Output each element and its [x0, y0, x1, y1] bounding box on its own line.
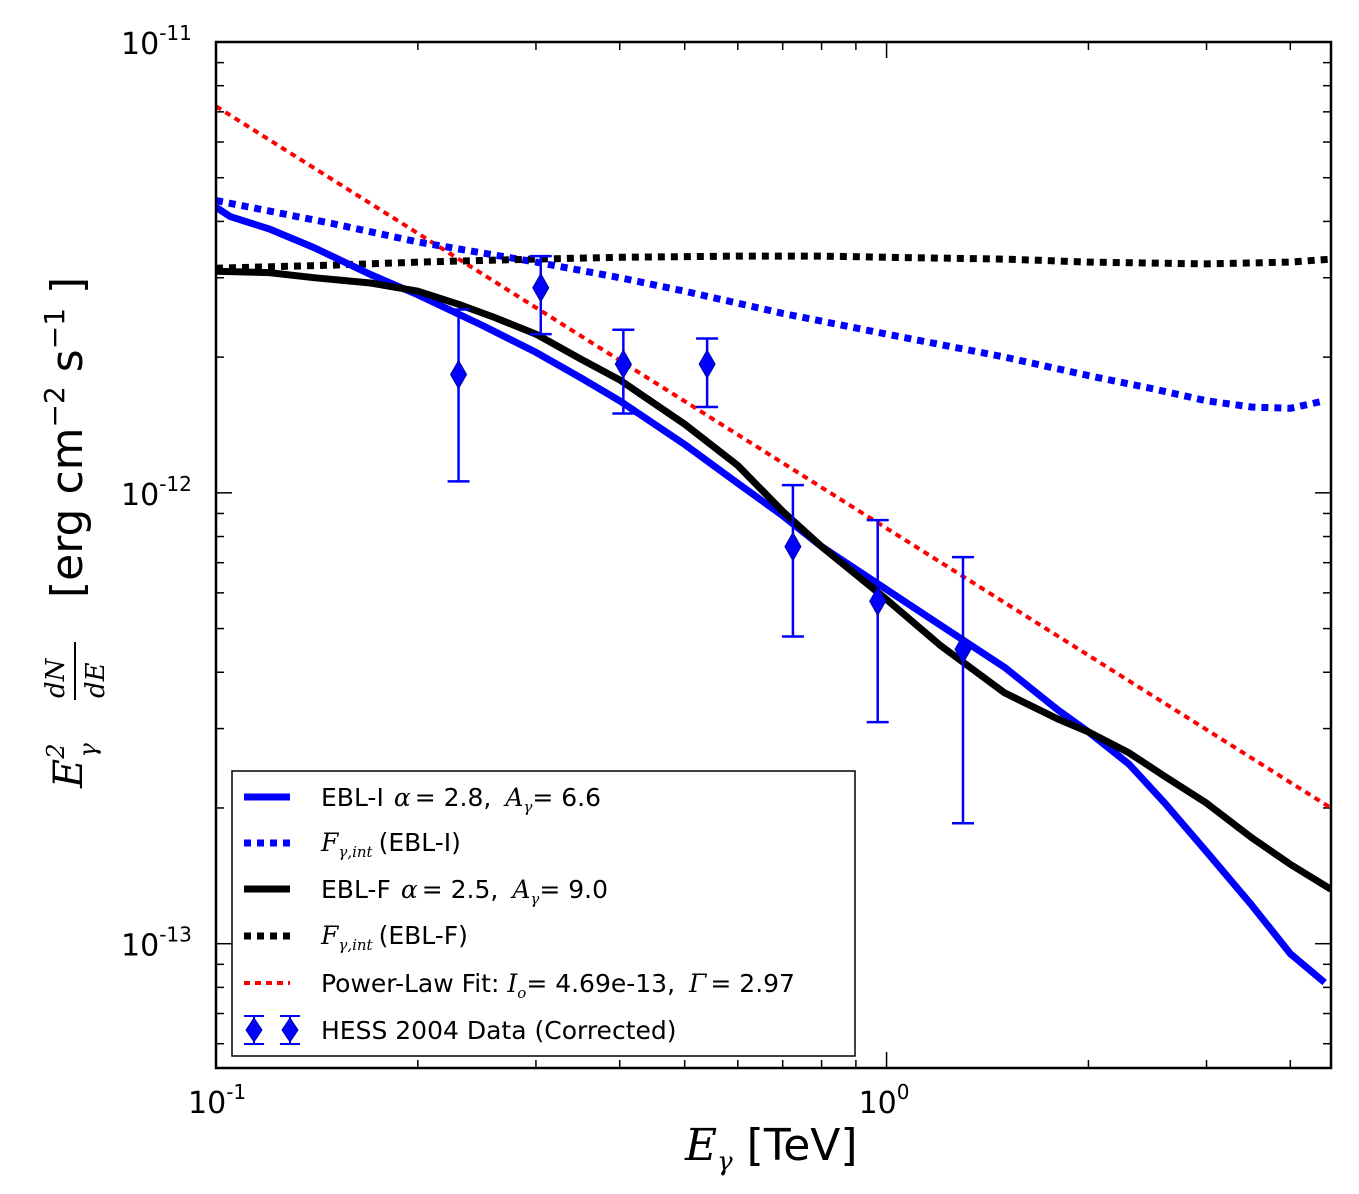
data-points-layer — [447, 254, 974, 825]
svg-text:Fγ,int(EBL-F): Fγ,int (EBL-F) — [320, 921, 468, 954]
legend-item-f-ebl-i: Fγ,int (EBL-I) — [244, 828, 461, 861]
svg-text:dE: dE — [81, 662, 111, 698]
legend-swatch-marker-2 — [280, 1015, 300, 1045]
data-point — [612, 328, 635, 415]
legend: EBL-I α = 2.8, Aγ= 6.6 Fγ,int (EBL-I) EBL-F α… — [231, 770, 856, 1057]
svg-text:E2γ: E2 γ — [42, 743, 102, 789]
y-tick-label: 10-13 — [121, 923, 192, 964]
diamond-marker — [869, 586, 887, 617]
x-tick-labels: 10-1 100 — [188, 1080, 909, 1121]
series-line-ebl-f — [216, 267, 1331, 893]
series-line-f-gamma-int-ebl-f- — [216, 252, 1331, 272]
svg-text:Power-Law Fit:Io= 4.69e-13,Γ=: Power-Law Fit: Io= 4.69e-13, Γ = 2.97 — [321, 969, 795, 1002]
legend-box — [231, 770, 856, 1057]
diamond-marker — [954, 634, 972, 665]
legend-item-ebl-f: EBL-F α = 2.5, Aγ= 9.0 — [244, 875, 608, 908]
svg-text:Fγ,int(EBL-I): Fγ,int (EBL-I) — [320, 828, 461, 861]
diamond-marker — [698, 349, 716, 380]
svg-text:EBL-Iα= 2.8,Aγ= 6.6: EBL-I α = 2.8, Aγ= 6.6 — [321, 783, 601, 816]
diamond-marker — [532, 272, 550, 303]
svg-text:Eγ[TeV]: Eγ [TeV] — [684, 1120, 858, 1177]
legend-swatch-marker-1 — [244, 1015, 264, 1045]
axes-frame — [214, 40, 1333, 1070]
data-point — [781, 483, 804, 638]
y-tick-labels: 10-11 10-12 10-13 — [121, 21, 192, 964]
y-axis-label: E2 γ dN dE [erg cm−2 s−1] — [38, 277, 111, 789]
data-point — [866, 518, 889, 724]
legend-item-power-law: Power-Law Fit: Io= 4.69e-13, Γ = 2.97 — [244, 969, 795, 1002]
diamond-marker — [614, 349, 632, 380]
x-axis-label: Eγ [TeV] — [684, 1120, 858, 1177]
legend-item-hess-data: HESS 2004 Data (Corrected) — [244, 1015, 677, 1045]
series-line-f-gamma-int-ebl-i- — [216, 197, 1326, 412]
svg-text:dN: dN — [41, 657, 71, 698]
svg-text:HESS 2004 Data (Corrected): HESS 2004 Data (Corrected) — [321, 1016, 677, 1045]
diamond-marker — [784, 531, 802, 562]
y-tick-label: 10-11 — [121, 21, 192, 62]
data-point — [529, 254, 552, 336]
data-point — [696, 337, 719, 409]
series-line-power-law-fit — [216, 104, 1331, 810]
data-point — [447, 308, 470, 483]
diamond-marker — [449, 359, 468, 390]
y-tick-label: 10-12 — [121, 472, 192, 513]
x-tick-label: 100 — [859, 1080, 910, 1121]
x-tick-label: 10-1 — [188, 1080, 246, 1121]
svg-text:[erg cm−2 s−1]: [erg cm−2 s−1] — [38, 277, 93, 598]
series-layer — [216, 104, 1331, 986]
legend-item-ebl-i: EBL-I α = 2.8, Aγ= 6.6 — [244, 783, 601, 816]
data-point — [951, 555, 974, 825]
svg-text:EBL-Fα= 2.5,Aγ= 9.0: EBL-F α = 2.5, Aγ= 9.0 — [321, 875, 608, 908]
legend-item-f-ebl-f: Fγ,int (EBL-F) — [244, 921, 468, 954]
